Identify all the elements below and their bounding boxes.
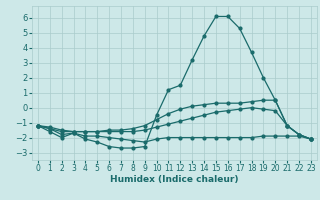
X-axis label: Humidex (Indice chaleur): Humidex (Indice chaleur) bbox=[110, 175, 239, 184]
